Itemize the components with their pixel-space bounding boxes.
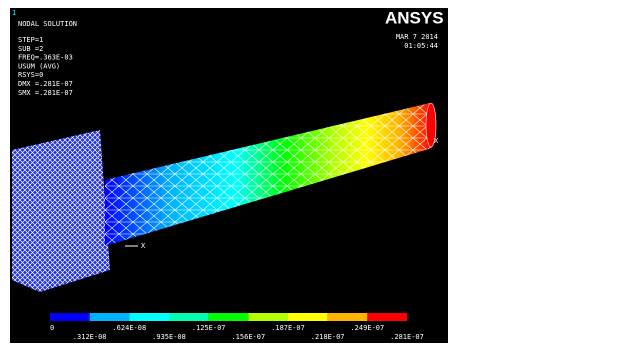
legend-swatch	[129, 313, 169, 321]
time: 01:05:44	[404, 42, 438, 50]
legend-swatch	[169, 313, 209, 321]
legend-swatch	[50, 313, 90, 321]
fin-block	[12, 130, 110, 292]
info-line: USUM (AVG)	[18, 62, 60, 70]
legend-label: .312E-08	[73, 333, 107, 341]
info-line: RSYS=0	[18, 71, 43, 79]
legend-swatch	[209, 313, 249, 321]
legend-swatch	[288, 313, 328, 321]
legend-label: .249E-07	[350, 324, 384, 332]
legend-swatch	[328, 313, 368, 321]
legend-label: .624E-08	[112, 324, 146, 332]
date: MAR 7 2014	[396, 33, 438, 41]
legend-label: .218E-07	[311, 333, 345, 341]
info-line: FREQ=.363E-03	[18, 54, 73, 62]
logo: ANSYS	[385, 8, 444, 27]
plot-number: 1	[12, 9, 16, 17]
legend-label: .156E-07	[231, 333, 265, 341]
info-line: SMX =.281E-07	[18, 89, 73, 97]
legend-swatch	[248, 313, 288, 321]
info-line: DMX =.281E-07	[18, 80, 73, 88]
legend-label: .125E-07	[192, 324, 226, 332]
plot-title: NODAL SOLUTION	[18, 20, 77, 28]
page: 1 NODAL SOLUTION ANSYS MAR 7 2014 01:05:…	[0, 0, 638, 349]
legend-label: .935E-08	[152, 333, 186, 341]
info-line: SUB =2	[18, 45, 43, 53]
info-line: STEP=1	[18, 36, 43, 44]
legend-swatch	[367, 313, 407, 321]
legend-label: .187E-07	[271, 324, 305, 332]
legend-label: 0	[50, 324, 54, 332]
legend-swatch	[90, 313, 130, 321]
ansys-window: 1 NODAL SOLUTION ANSYS MAR 7 2014 01:05:…	[0, 0, 638, 349]
legend-label: .281E-07	[390, 333, 424, 341]
